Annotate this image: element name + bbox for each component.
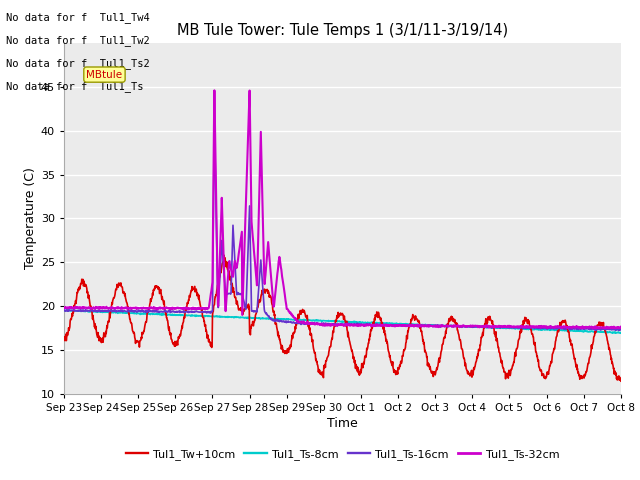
Legend: Tul1_Tw+10cm, Tul1_Ts-8cm, Tul1_Ts-16cm, Tul1_Ts-32cm: Tul1_Tw+10cm, Tul1_Ts-8cm, Tul1_Ts-16cm,…: [121, 444, 564, 465]
Text: No data for f  Tul1_Ts: No data for f Tul1_Ts: [6, 81, 144, 92]
X-axis label: Time: Time: [327, 417, 358, 430]
Y-axis label: Temperature (C): Temperature (C): [24, 168, 36, 269]
Text: No data for f  Tul1_Ts2: No data for f Tul1_Ts2: [6, 58, 150, 69]
Title: MB Tule Tower: Tule Temps 1 (3/1/11-3/19/14): MB Tule Tower: Tule Temps 1 (3/1/11-3/19…: [177, 23, 508, 38]
Text: No data for f  Tul1_Tw2: No data for f Tul1_Tw2: [6, 35, 150, 46]
Text: No data for f  Tul1_Tw4: No data for f Tul1_Tw4: [6, 12, 150, 23]
Text: MBtule: MBtule: [86, 70, 122, 80]
